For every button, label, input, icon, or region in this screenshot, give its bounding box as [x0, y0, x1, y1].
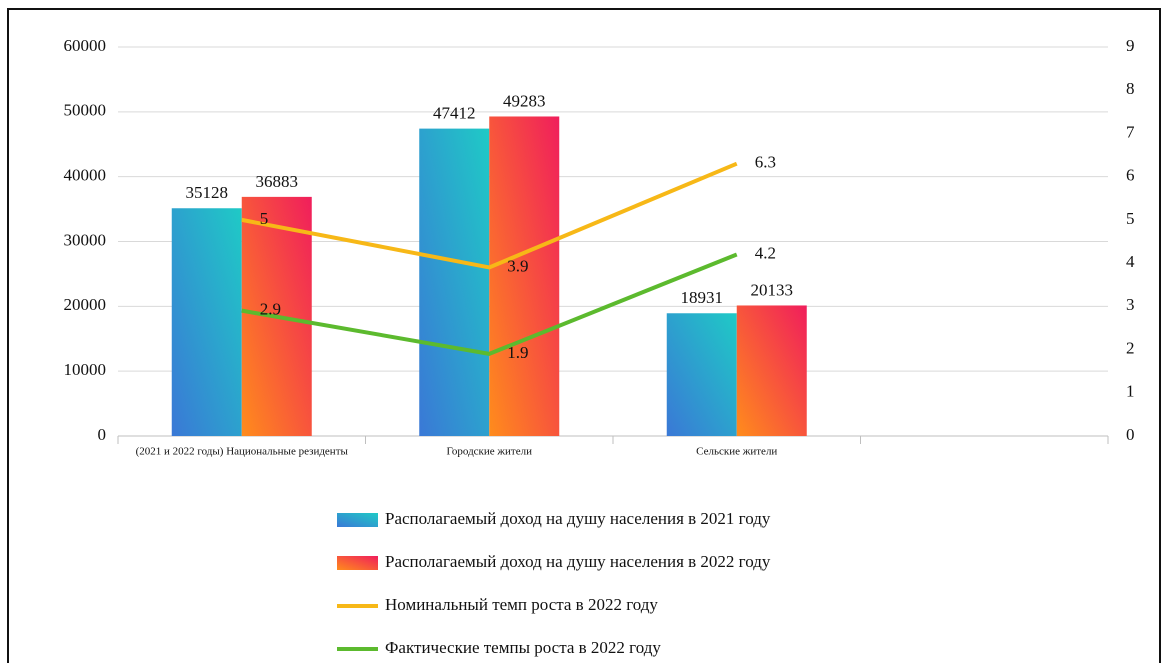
- y2-tick-label: 0: [1126, 425, 1135, 444]
- line-series: [241, 161, 738, 270]
- bar-value-label: 20133: [751, 280, 794, 299]
- legend-swatch: [337, 556, 378, 570]
- line-value-label: 5: [260, 209, 269, 228]
- line-value-label: 3.9: [507, 256, 528, 275]
- bar: [171, 208, 242, 436]
- frame: [7, 8, 1161, 663]
- y-tick-label: 20000: [64, 295, 107, 314]
- bar: [736, 305, 807, 436]
- bar-value-label: 18931: [681, 288, 724, 307]
- y2-tick-label: 7: [1126, 122, 1135, 141]
- y-tick-label: 40000: [64, 166, 107, 185]
- x-tick-label: Городские жители: [447, 446, 533, 458]
- y2-tick-label: 6: [1126, 166, 1135, 185]
- bar-value-label: 49283: [503, 91, 546, 110]
- line-value-label: 2.9: [260, 300, 281, 319]
- bar-value-label: 36883: [256, 172, 299, 191]
- x-tick-label: Сельские жители: [696, 446, 777, 458]
- bar: [419, 128, 490, 437]
- y-tick-label: 0: [98, 425, 107, 444]
- legend-label: Располагаемый доход на душу населения в …: [385, 509, 771, 528]
- y2-tick-label: 2: [1126, 338, 1135, 357]
- line-value-label: 6.3: [755, 153, 776, 172]
- y-tick-label: 30000: [64, 230, 107, 249]
- line-value-label: 1.9: [507, 343, 528, 362]
- bar-value-label: 47412: [433, 104, 476, 123]
- legend-label: Фактические темпы роста в 2022 году: [385, 638, 661, 657]
- line-value-label: 4.2: [755, 243, 776, 262]
- y2-tick-label: 5: [1126, 209, 1135, 228]
- y2-tick-label: 9: [1126, 36, 1135, 55]
- legend-label: Номинальный темп роста в 2022 году: [385, 595, 658, 614]
- y2-tick-label: 4: [1126, 252, 1135, 271]
- legend-label: Располагаемый доход на душу населения в …: [385, 552, 771, 571]
- bar-value-label: 35128: [186, 183, 229, 202]
- y2-tick-label: 1: [1126, 382, 1135, 401]
- y-tick-label: 60000: [64, 36, 107, 55]
- x-tick-label: (2021 и 2022 годы) Национальные резидент…: [136, 446, 349, 458]
- legend-swatch: [337, 513, 378, 527]
- line-series: [241, 252, 738, 356]
- y2-tick-label: 3: [1126, 295, 1135, 314]
- y-tick-label: 10000: [64, 360, 107, 379]
- bar: [666, 313, 737, 436]
- bar: [489, 116, 560, 437]
- y2-tick-label: 8: [1126, 79, 1135, 98]
- y-tick-label: 50000: [64, 101, 107, 120]
